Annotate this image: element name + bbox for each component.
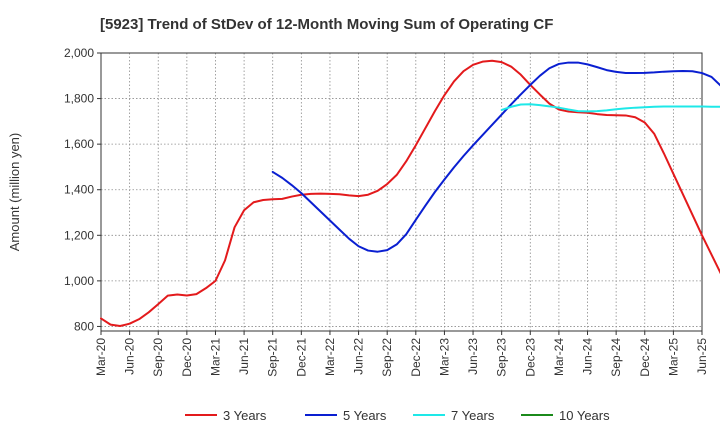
y-tick-label: 1,200 <box>64 228 94 242</box>
x-tick-label: Mar-24 <box>552 338 566 376</box>
x-tick-label: Dec-23 <box>523 338 537 377</box>
y-axis-label: Amount (million yen) <box>7 133 22 252</box>
x-tick-label: Sep-24 <box>609 338 623 377</box>
y-tick-label: 800 <box>74 319 94 333</box>
x-tick-label: Mar-23 <box>437 338 451 376</box>
y-tick-label: 1,400 <box>64 183 94 197</box>
x-tick-label: Mar-21 <box>208 338 222 376</box>
y-tick-label: 1,000 <box>64 274 94 288</box>
x-axis-ticks: Mar-20 Jun-20 Sep-20 Dec-20 Mar-21 Jun-21 Sep-… <box>94 331 709 377</box>
x-tick-label: Jun-20 <box>123 338 137 375</box>
x-tick-label: Mar-22 <box>323 338 337 376</box>
legend-label: 10 Years <box>559 408 610 423</box>
grid <box>101 53 702 331</box>
y-tick-label: 2,000 <box>64 46 94 60</box>
legend: 3 Years 5 Years 7 Years 10 Years <box>185 408 610 423</box>
legend-label: 3 Years <box>223 408 267 423</box>
x-tick-label: Jun-25 <box>695 338 709 375</box>
x-tick-label: Sep-20 <box>151 338 165 377</box>
x-tick-label: Sep-21 <box>266 338 280 377</box>
chart-title: [5923] Trend of StDev of 12-Month Moving… <box>100 16 553 33</box>
legend-label: 5 Years <box>343 408 387 423</box>
x-tick-label: Dec-20 <box>180 338 194 377</box>
x-tick-label: Dec-24 <box>638 338 652 377</box>
x-tick-label: Sep-22 <box>380 338 394 377</box>
x-tick-label: Jun-21 <box>237 338 251 375</box>
series-line <box>271 61 720 253</box>
series-line <box>500 103 720 113</box>
y-tick-label: 1,800 <box>64 92 94 106</box>
x-tick-label: Mar-25 <box>666 338 680 376</box>
series-lines <box>100 59 720 327</box>
plot-area <box>100 52 703 332</box>
x-tick-label: Mar-20 <box>94 338 108 376</box>
x-tick-label: Dec-22 <box>409 338 423 377</box>
y-tick-label: 1,600 <box>64 137 94 151</box>
legend-label: 7 Years <box>451 408 495 423</box>
x-tick-label: Sep-23 <box>495 338 509 377</box>
y-axis-ticks: 800 1,000 1,200 1,400 1,600 1,800 2,000 <box>64 46 101 333</box>
x-tick-label: Dec-21 <box>294 338 308 377</box>
x-tick-label: Jun-23 <box>466 338 480 375</box>
x-tick-label: Jun-22 <box>352 338 366 375</box>
series-line <box>100 59 720 327</box>
x-tick-label: Jun-24 <box>581 338 595 375</box>
